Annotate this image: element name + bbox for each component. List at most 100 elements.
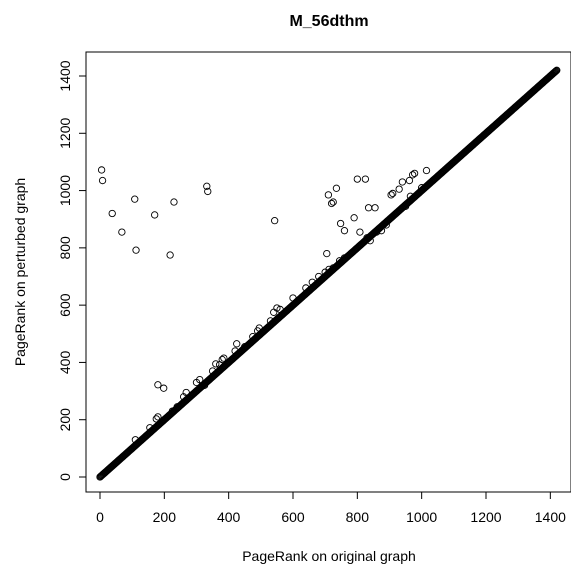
data-point bbox=[387, 191, 395, 199]
data-point bbox=[196, 375, 204, 384]
data-point bbox=[340, 254, 349, 262]
x-tick-label: 1000 bbox=[406, 509, 437, 525]
x-axis: 0 200 400 600 800 1000 1200 1400 bbox=[96, 491, 566, 525]
data-point bbox=[372, 228, 381, 236]
data-point bbox=[212, 360, 220, 368]
x-tick-label: 600 bbox=[281, 509, 305, 525]
data-point bbox=[131, 436, 140, 444]
data-point bbox=[552, 67, 560, 75]
data-point bbox=[151, 211, 159, 219]
data-point bbox=[276, 305, 284, 314]
data-point bbox=[255, 324, 263, 332]
data-point bbox=[350, 214, 358, 222]
data-point bbox=[266, 317, 275, 325]
data-point bbox=[409, 171, 417, 179]
x-tick-label: 200 bbox=[153, 509, 177, 525]
data-point bbox=[273, 304, 281, 312]
data-point bbox=[551, 67, 560, 76]
data-point bbox=[160, 384, 168, 392]
data-point bbox=[340, 227, 349, 235]
data-point bbox=[231, 347, 239, 355]
y-tick-label: 600 bbox=[57, 293, 73, 317]
data-point bbox=[108, 209, 116, 218]
data-point bbox=[233, 340, 241, 348]
data-point bbox=[249, 332, 257, 341]
y-axis-label: PageRank on perturbed graph bbox=[12, 178, 28, 366]
y-tick-label: 1000 bbox=[57, 175, 73, 206]
data-point bbox=[168, 407, 177, 415]
data-point bbox=[208, 367, 217, 375]
data-point bbox=[204, 187, 212, 196]
data-point bbox=[553, 66, 561, 74]
y-tick-label: 400 bbox=[57, 351, 73, 375]
data-point bbox=[364, 204, 373, 212]
y-axis: 0 200 400 600 800 1000 1200 1400 bbox=[57, 60, 87, 481]
data-point bbox=[325, 265, 333, 273]
data-point bbox=[97, 166, 106, 174]
data-point bbox=[173, 403, 181, 411]
y-tick-label: 0 bbox=[57, 473, 73, 481]
x-tick-label: 1400 bbox=[535, 509, 566, 525]
x-axis-label: PageRank on original graph bbox=[242, 548, 416, 564]
data-point bbox=[418, 184, 426, 192]
y-tick-label: 1400 bbox=[57, 60, 73, 91]
data-point bbox=[356, 228, 364, 236]
data-point bbox=[241, 343, 249, 351]
data-point bbox=[218, 355, 226, 364]
data-point bbox=[389, 189, 397, 198]
data-point bbox=[329, 198, 337, 206]
data-point bbox=[152, 415, 160, 423]
data-point bbox=[154, 413, 162, 421]
data-point bbox=[401, 202, 410, 210]
data-point bbox=[132, 246, 140, 254]
data-point bbox=[271, 216, 279, 225]
data-point bbox=[302, 284, 310, 292]
data-point bbox=[315, 272, 323, 281]
data-point bbox=[405, 176, 414, 185]
chart-title: M_56dthm bbox=[289, 13, 368, 30]
data-point bbox=[308, 278, 316, 286]
data-point bbox=[327, 199, 336, 208]
data-point bbox=[336, 219, 345, 228]
data-point bbox=[422, 166, 431, 175]
data-point bbox=[131, 195, 139, 203]
data-point bbox=[550, 68, 558, 77]
data-point bbox=[410, 169, 419, 178]
data-point bbox=[289, 294, 297, 302]
data-point bbox=[203, 182, 211, 190]
data-point bbox=[353, 175, 361, 183]
data-point bbox=[154, 381, 162, 389]
data-point bbox=[377, 227, 386, 235]
data-point bbox=[332, 184, 341, 192]
data-point bbox=[270, 308, 278, 316]
y-tick-label: 800 bbox=[57, 236, 73, 260]
data-point bbox=[398, 178, 407, 186]
data-point bbox=[406, 192, 415, 200]
y-tick-label: 200 bbox=[57, 408, 73, 432]
data-point bbox=[200, 381, 209, 389]
data-point bbox=[146, 424, 154, 432]
data-point bbox=[170, 198, 178, 206]
x-tick-label: 1200 bbox=[470, 509, 501, 525]
data-point bbox=[166, 251, 174, 259]
data-point bbox=[329, 264, 337, 272]
data-point bbox=[551, 68, 559, 76]
data-point bbox=[118, 228, 126, 236]
x-tick-label: 800 bbox=[346, 509, 370, 525]
data-point bbox=[324, 191, 333, 199]
data-point bbox=[366, 237, 374, 245]
data-point bbox=[382, 221, 390, 229]
data-point bbox=[98, 176, 107, 185]
data-point bbox=[179, 393, 188, 401]
y-tick-label: 1200 bbox=[57, 118, 73, 149]
data-point bbox=[182, 388, 190, 397]
x-tick-label: 400 bbox=[217, 509, 241, 525]
data-points bbox=[96, 66, 561, 481]
data-point bbox=[361, 175, 370, 183]
x-tick-label: 0 bbox=[96, 509, 104, 525]
data-point bbox=[371, 204, 379, 212]
data-point bbox=[323, 249, 331, 258]
data-point bbox=[220, 354, 228, 362]
data-point bbox=[395, 185, 403, 193]
